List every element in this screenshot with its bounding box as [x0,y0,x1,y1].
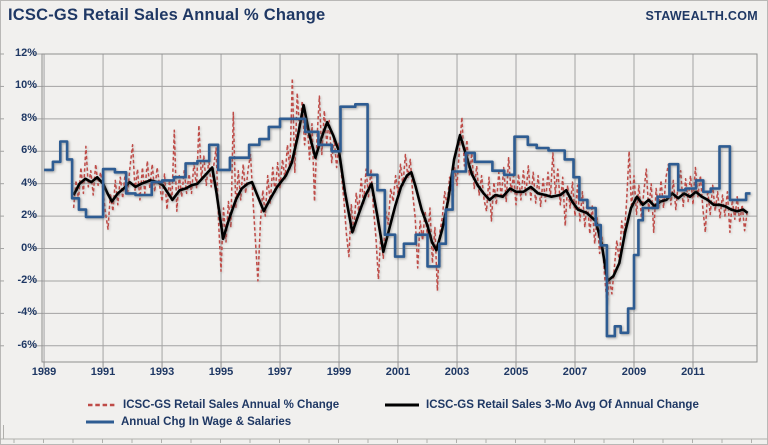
y-tick-label: 8% [21,111,37,124]
legend-item-retail-annual: ICSC-GS Retail Sales Annual % Change [87,398,339,411]
y-tick-label: 10% [14,79,37,92]
x-tick-label: 1993 [149,366,175,378]
watermark-text: STAWEALTH.COM [645,9,758,23]
x-tick-label: 2001 [385,366,411,378]
y-tick-label: 12% [14,47,37,59]
x-tick-label: 2007 [562,366,588,378]
red-dashed-line-sample [88,403,116,406]
y-tick-label: -2% [17,273,37,286]
black-line-sample [385,403,419,406]
y-tick-label: -6% [17,338,37,351]
y-tick-label: 0% [21,241,37,254]
blue-line-sample [86,420,114,423]
chart-title: ICSC-GS Retail Sales Annual % Change [8,6,326,24]
legend-label: ICSC-GS Retail Sales 3-Mo Avg Of Annual … [426,398,699,411]
y-tick-label: 6% [21,144,37,157]
y-tick-label: 4% [21,176,37,189]
x-tick-label: 2005 [503,366,529,378]
x-tick-label: 1991 [90,366,116,378]
legend-label: Annual Chg In Wage & Salaries [121,415,292,428]
legend-item-retail-3mo-avg: ICSC-GS Retail Sales 3-Mo Avg Of Annual … [384,398,699,411]
legend-item-wage-salaries: Annual Chg In Wage & Salaries [85,415,291,428]
legend-label: ICSC-GS Retail Sales Annual % Change [123,398,340,411]
x-tick-label: 1997 [267,366,293,378]
y-tick-label: 2% [21,209,37,221]
x-tick-label: 1995 [208,366,234,378]
y-tick-label: -4% [17,306,37,319]
x-tick-label: 1989 [31,366,57,378]
x-tick-label: 2003 [444,366,470,378]
x-tick-label: 1999 [326,366,352,378]
x-tick-label: 2011 [681,366,705,378]
x-tick-label: 2009 [621,366,647,378]
